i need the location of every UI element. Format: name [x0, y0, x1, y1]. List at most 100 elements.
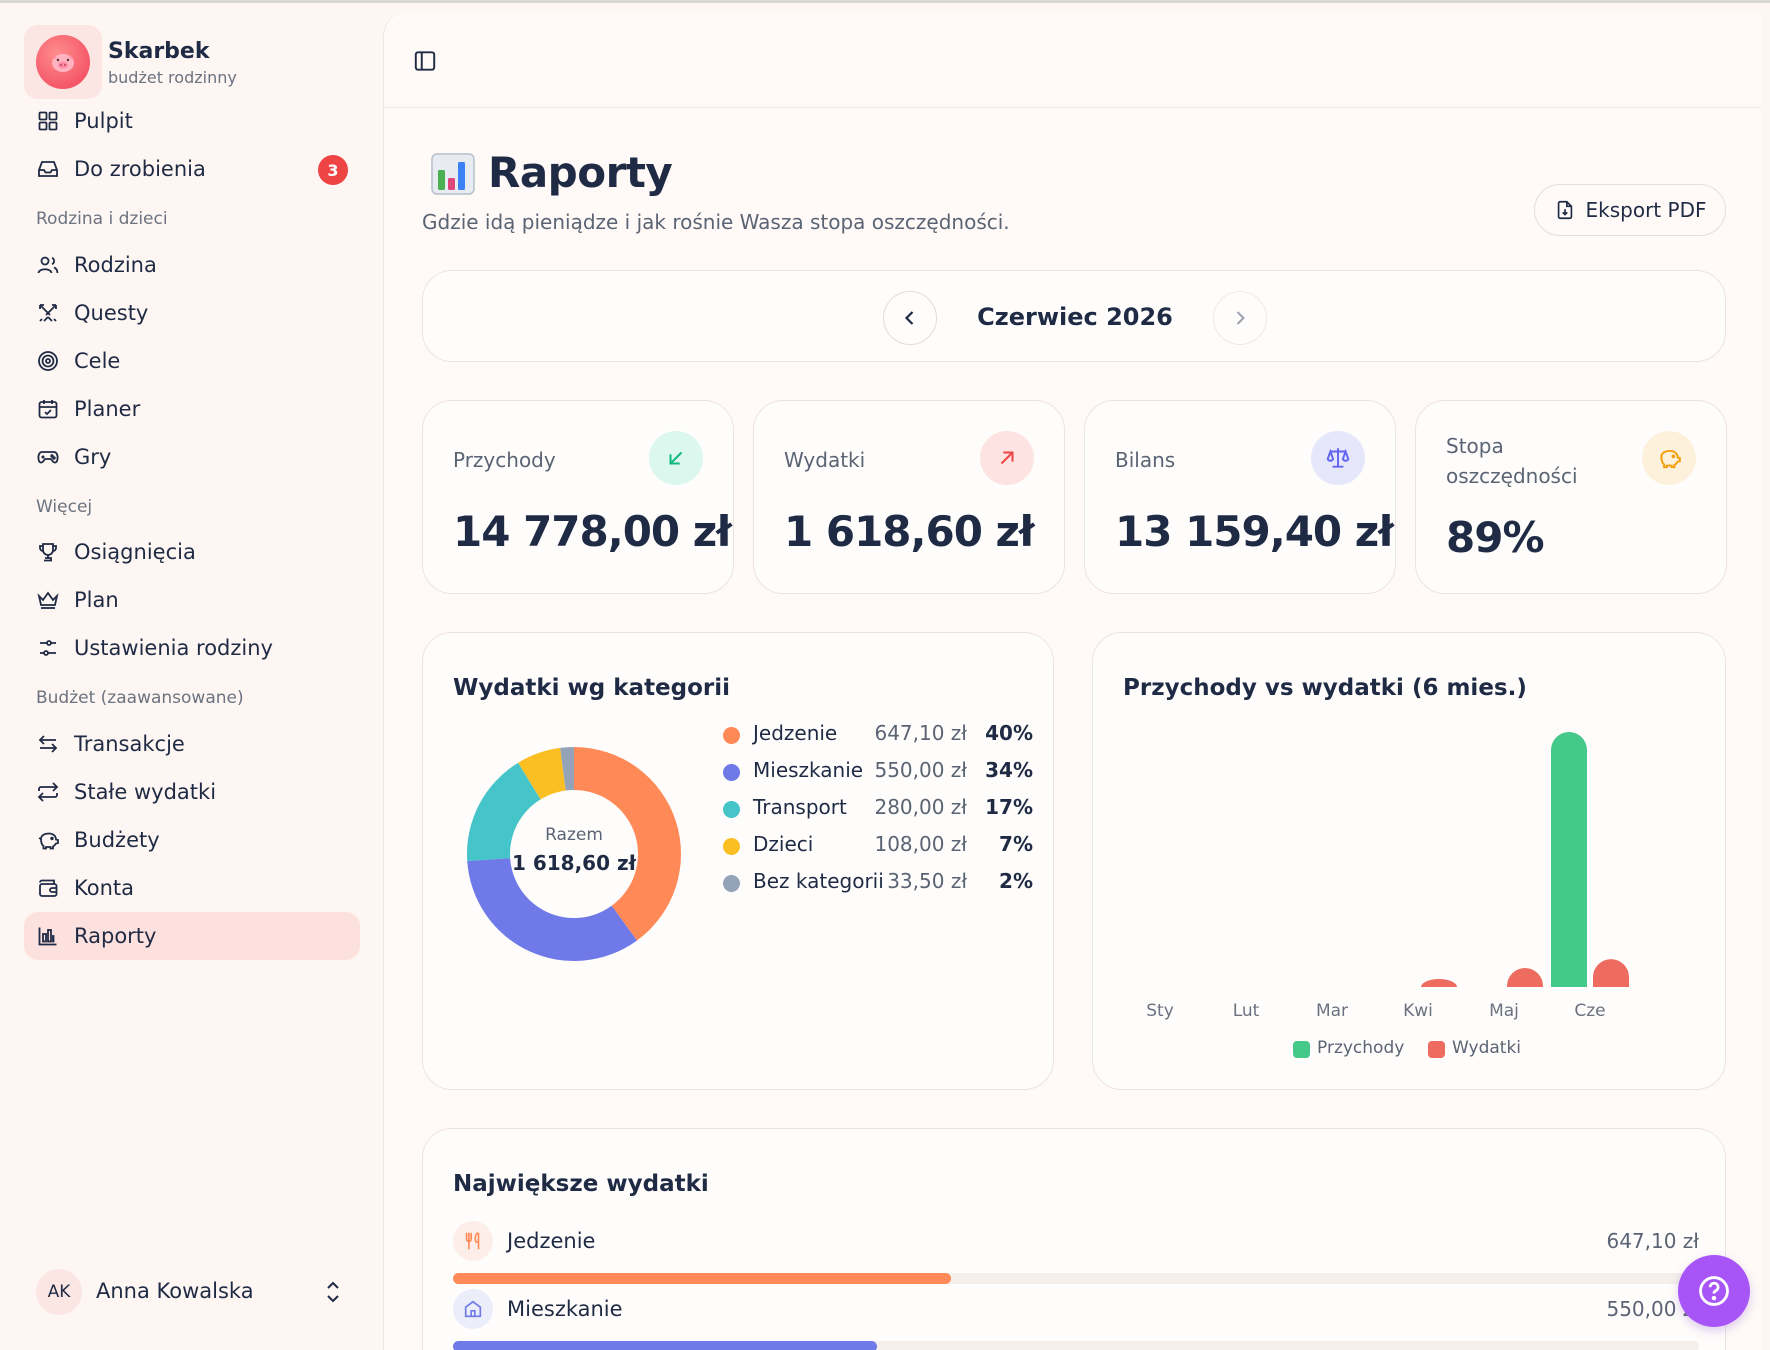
x-tick-label: Cze	[1574, 1001, 1605, 1021]
nav-label: Osiągnięcia	[74, 540, 196, 564]
donut-chart	[467, 747, 681, 961]
stat-card-savings-rate: Stopa oszczędności 89%	[1415, 400, 1727, 594]
expense-bar-track	[453, 1341, 1699, 1350]
crown-icon	[37, 591, 59, 609]
donut-slice-bez-kategorii[interactable]	[560, 747, 574, 791]
legend-name: Transport	[753, 795, 847, 819]
card-title: Wydatki wg kategorii	[453, 675, 731, 701]
stat-label: Wydatki	[784, 448, 866, 472]
donut-center-label: Razem	[545, 825, 603, 845]
sidebar: Skarbek budżet rodzinny Pulpit Do zrobie…	[0, 3, 382, 1350]
help-button[interactable]	[1678, 1255, 1750, 1327]
stat-value: 89%	[1446, 513, 1545, 562]
donut-slice-mieszkanie[interactable]	[467, 858, 638, 961]
nav-label: Plan	[74, 588, 119, 612]
expense-name: Jedzenie	[507, 1229, 596, 1253]
nav-item-rodzina[interactable]: Rodzina	[24, 241, 360, 289]
nav-item-ustawienia-rodziny[interactable]: Ustawienia rodziny	[24, 624, 360, 672]
nav-item-questy[interactable]: Questy	[24, 289, 360, 337]
bar-expenses-kwi[interactable]	[1421, 979, 1457, 987]
expense-bar-fill	[453, 1341, 877, 1350]
wallet-icon	[39, 879, 58, 897]
bar-chart-emoji-icon	[431, 153, 475, 195]
arrows-icon	[38, 735, 58, 753]
nav-item-cele[interactable]: Cele	[24, 337, 360, 385]
nav-item-do-zrobienia[interactable]: Do zrobienia 3	[24, 145, 360, 193]
bar-chart-icon	[38, 927, 57, 946]
donut-slice-dzieci[interactable]	[518, 747, 566, 800]
x-tick-label: Maj	[1489, 1001, 1519, 1021]
nav-section-more: Więcej	[36, 497, 93, 517]
legend-percent: 2%	[999, 869, 1033, 893]
chevron-left-icon	[904, 311, 914, 325]
bar-chart: Sty Lut Mar Kwi Maj Cze	[1146, 732, 1629, 1021]
brand[interactable]: Skarbek budżet rodzinny	[24, 25, 354, 99]
legend-amount: 280,00 zł	[874, 795, 967, 819]
income-expenses-chart-card: Przychody vs wydatki (6 mies.) Sty Lut Mar…	[1092, 632, 1726, 1090]
nav-label: Rodzina	[74, 253, 157, 277]
sidebar-toggle-icon[interactable]	[412, 48, 438, 74]
nav-item-plan[interactable]: Plan	[24, 576, 360, 624]
stat-card-income: Przychody 14 778,00 zł	[422, 400, 734, 594]
nav-label: Pulpit	[74, 109, 133, 133]
top-expenses-card: Największe wydatki Jedzenie 647,10 zł Mi…	[422, 1128, 1726, 1350]
legend-name: Dzieci	[753, 832, 814, 856]
x-tick-label: Sty	[1146, 1001, 1174, 1021]
user-name: Anna Kowalska	[96, 1279, 254, 1303]
export-pdf-button[interactable]: Eksport PDF	[1534, 184, 1726, 236]
donut-slice-transport[interactable]	[467, 762, 541, 861]
legend-percent: 7%	[999, 832, 1033, 856]
nav-item-stale-wydatki[interactable]: Stałe wydatki	[24, 768, 360, 816]
expense-bar-fill	[453, 1273, 952, 1284]
stat-label: Przychody	[453, 448, 556, 472]
legend-name: Jedzenie	[753, 721, 838, 745]
chevron-updown-icon	[327, 1281, 339, 1303]
expense-bar-track	[453, 1273, 1699, 1284]
nav-item-raporty[interactable]: Raporty	[24, 912, 360, 960]
page-title: Raporty	[488, 148, 673, 197]
nav-item-konta[interactable]: Konta	[24, 864, 360, 912]
bar-expenses-cze[interactable]	[1593, 959, 1629, 987]
nav-item-gry[interactable]: Gry	[24, 433, 360, 481]
expense-name: Mieszkanie	[507, 1297, 623, 1321]
trophy-icon	[39, 543, 57, 562]
piggy-icon	[38, 832, 59, 850]
prev-month-button[interactable]	[883, 291, 937, 345]
todo-count-badge: 3	[318, 155, 348, 185]
legend-swatch-income	[1293, 1041, 1310, 1058]
home-icon	[453, 1289, 493, 1329]
legend-percent: 34%	[985, 758, 1033, 782]
nav-item-planer[interactable]: Planer	[24, 385, 360, 433]
legend-amount: 647,10 zł	[874, 721, 967, 745]
swords-icon	[39, 304, 57, 322]
window-top-edge	[0, 0, 1770, 3]
x-tick-label: Lut	[1233, 1001, 1260, 1021]
list-item[interactable]: Jedzenie 647,10 zł	[453, 1221, 1699, 1291]
nav-label: Ustawienia rodziny	[74, 636, 273, 660]
nav-item-budzety[interactable]: Budżety	[24, 816, 360, 864]
legend-name: Mieszkanie	[753, 758, 864, 782]
expense-amount: 647,10 zł	[1606, 1229, 1699, 1253]
bar-income-cze[interactable]	[1551, 732, 1587, 987]
stat-label: Stopa oszczędności	[1446, 434, 1578, 488]
month-selector: Czerwiec 2026	[422, 270, 1726, 362]
nav-label: Cele	[74, 349, 121, 373]
nav-item-pulpit[interactable]: Pulpit	[24, 97, 360, 145]
nav-label: Raporty	[74, 924, 157, 948]
bar-expenses-maj[interactable]	[1507, 968, 1543, 987]
stat-card-expenses: Wydatki 1 618,60 zł	[753, 400, 1065, 594]
user-menu[interactable]: AK Anna Kowalska	[24, 1265, 360, 1321]
list-item[interactable]: Mieszkanie 550,00 zł	[453, 1289, 1699, 1350]
nav-section-family: Rodzina i dzieci	[36, 209, 168, 229]
brand-title: Skarbek	[108, 39, 210, 64]
brand-subtitle: budżet rodzinny	[108, 68, 237, 87]
legend-item: Jedzenie 647,10 zł 40%	[723, 719, 1033, 749]
donut-slice-jedzenie[interactable]	[574, 747, 681, 941]
legend-name: Bez kategorii	[753, 869, 884, 893]
nav-item-transakcje[interactable]: Transakcje	[24, 720, 360, 768]
nav-label: Stałe wydatki	[74, 780, 217, 804]
next-month-button[interactable]	[1213, 291, 1267, 345]
legend-dot	[723, 838, 740, 855]
nav-item-osiagniecia[interactable]: Osiągnięcia	[24, 528, 360, 576]
legend-amount: 550,00 zł	[874, 758, 967, 782]
